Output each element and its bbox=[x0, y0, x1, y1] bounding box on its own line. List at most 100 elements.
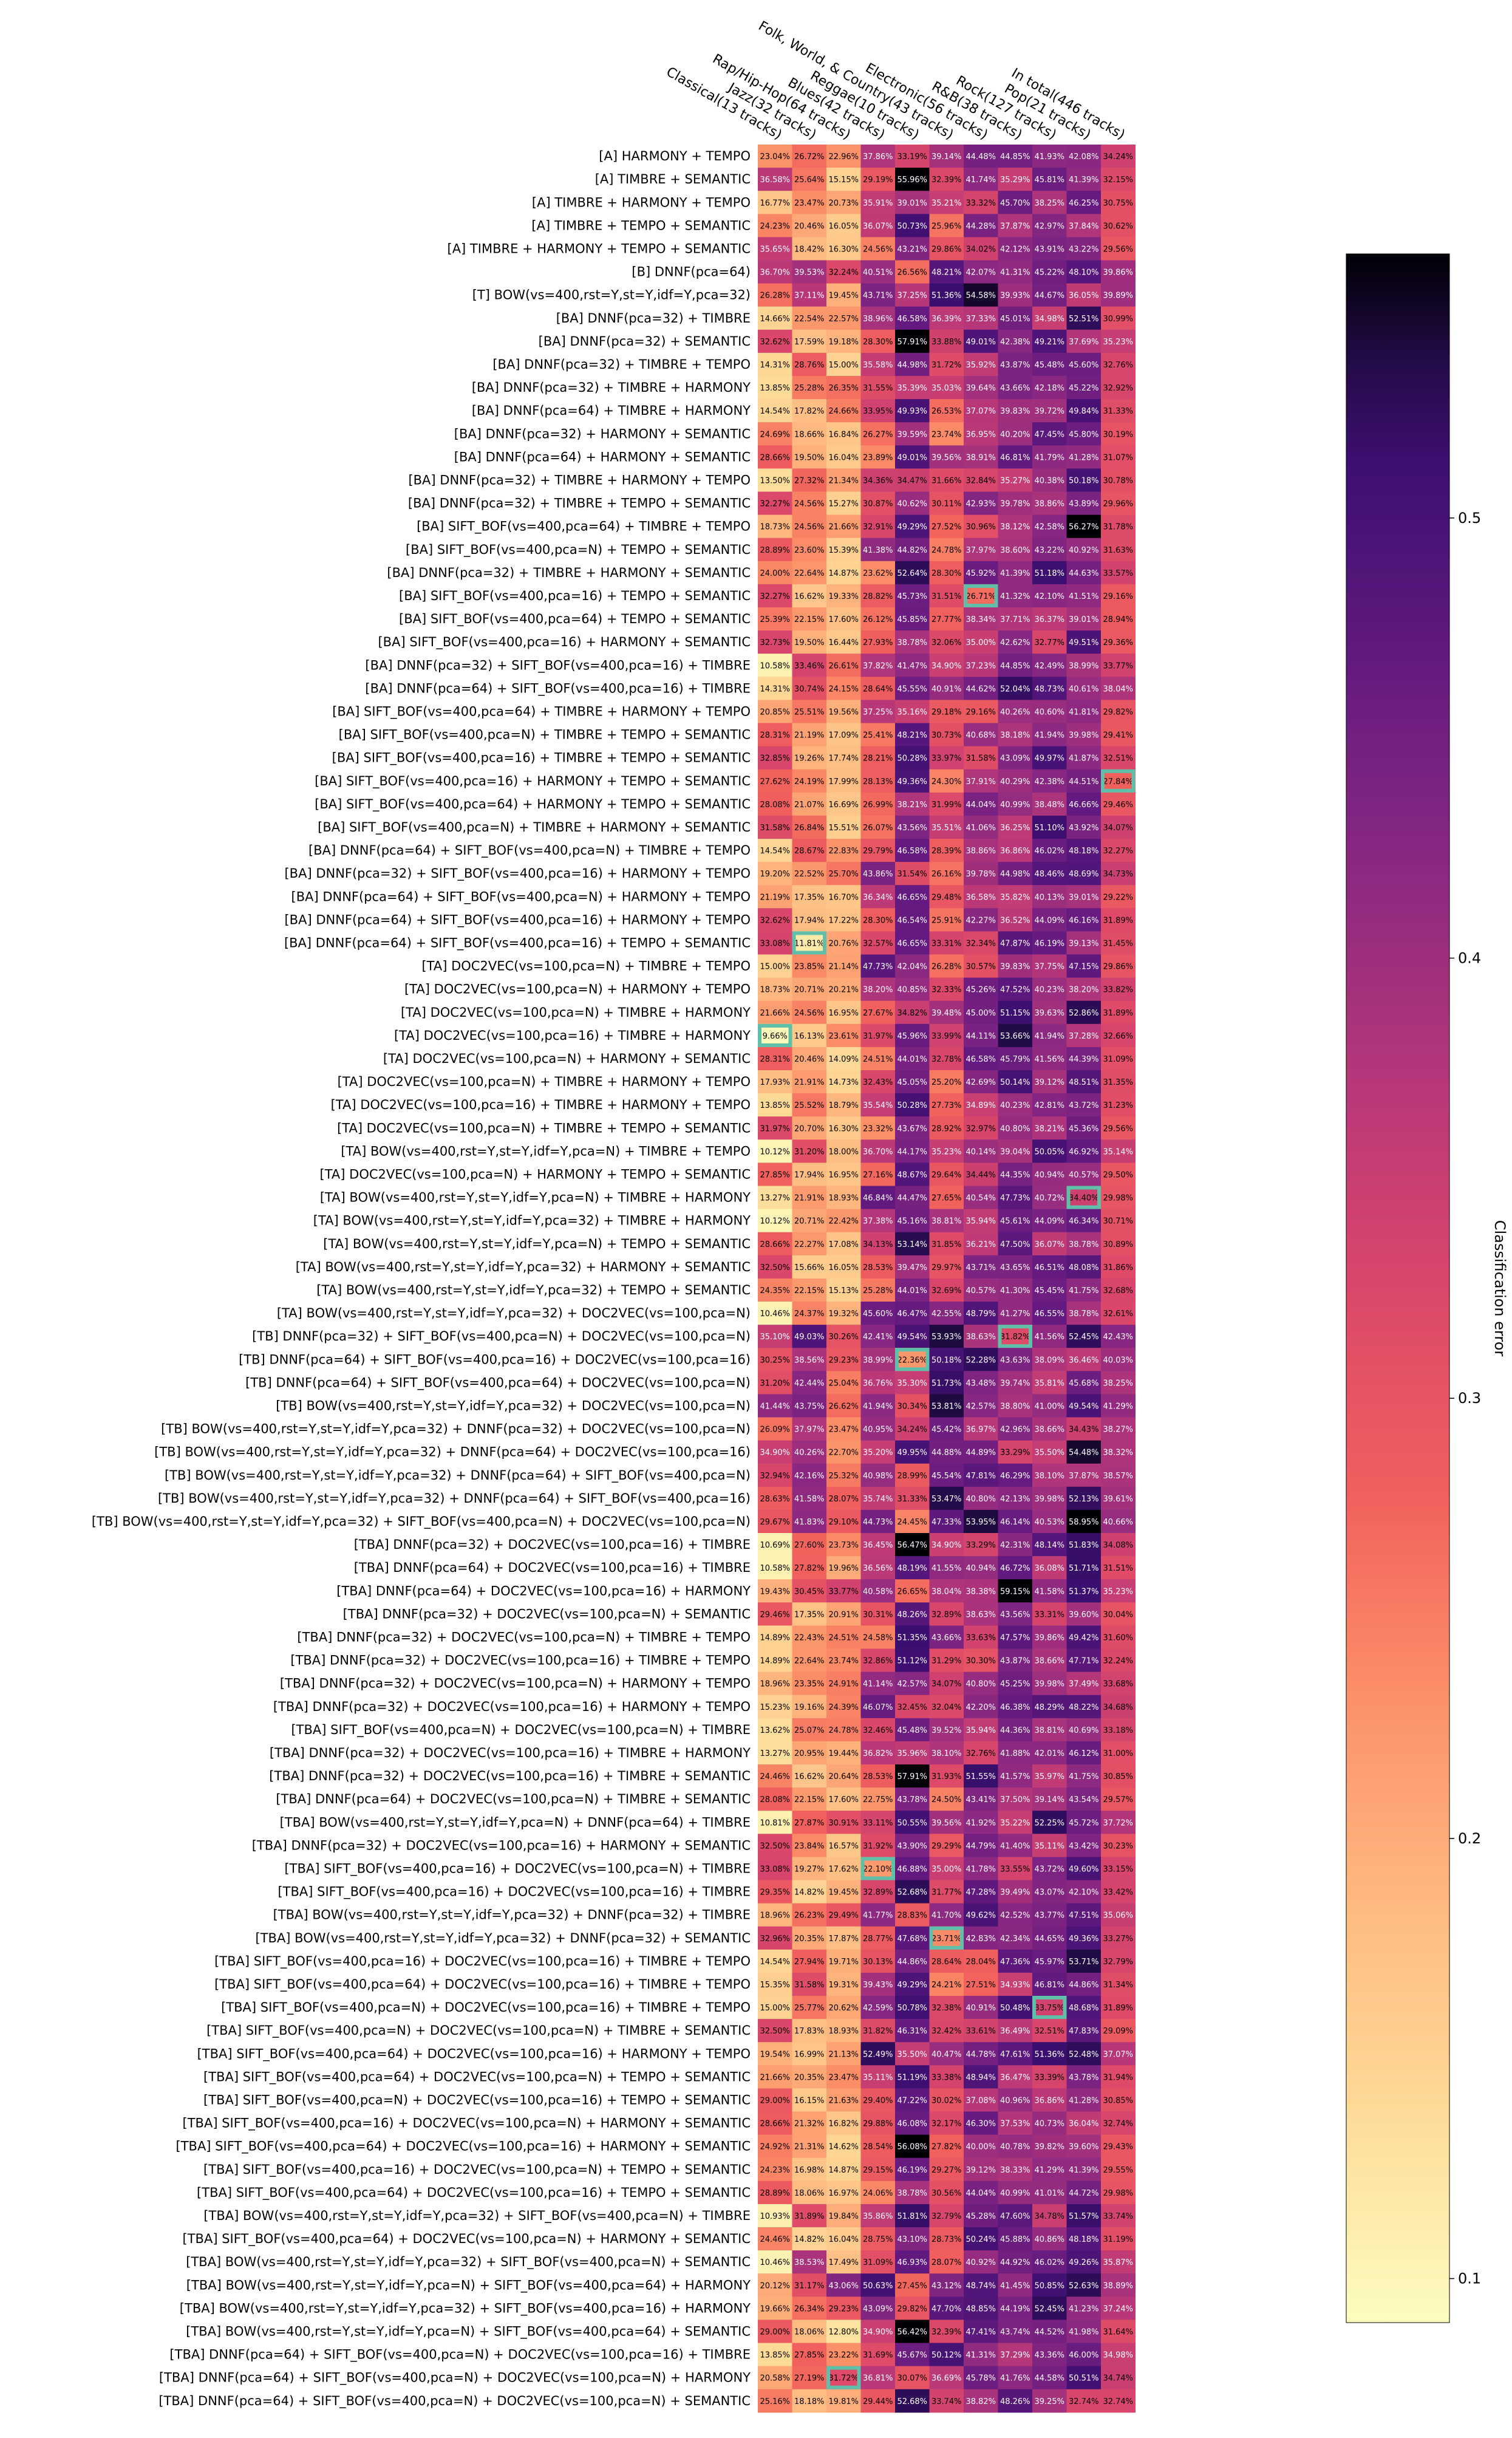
heatmap-cell bbox=[1101, 792, 1136, 816]
cell-value: 29.44% bbox=[863, 2397, 893, 2406]
cell-value: 40.99% bbox=[1000, 801, 1030, 810]
highlight-box bbox=[1066, 1186, 1101, 1209]
cell-value: 40.92% bbox=[965, 2258, 996, 2267]
heatmap-cell bbox=[929, 1880, 964, 1904]
cell-value: 23.89% bbox=[863, 453, 893, 462]
cell-value: 35.65% bbox=[760, 245, 790, 254]
cell-value: 36.56% bbox=[863, 1564, 893, 1573]
heatmap-cell bbox=[826, 1556, 861, 1580]
cell-value: 24.30% bbox=[931, 777, 962, 787]
heatmap-cell bbox=[998, 1255, 1033, 1279]
cell-value: 16.44% bbox=[828, 638, 859, 647]
heatmap-cell bbox=[1032, 769, 1067, 793]
heatmap-cell bbox=[929, 908, 964, 932]
heatmap-cell bbox=[792, 1463, 827, 1487]
row-label: [TBA] BOW(vs=400,rst=Y,st=Y,idf=Y,pca=32… bbox=[256, 1931, 751, 1945]
heatmap-cell bbox=[1032, 1788, 1067, 1811]
heatmap-cell bbox=[1101, 1302, 1136, 1325]
heatmap-cell bbox=[929, 1023, 964, 1048]
heatmap-cell bbox=[1066, 1903, 1102, 1927]
cell-value: 23.32% bbox=[863, 1124, 893, 1133]
heatmap-cell bbox=[1101, 1023, 1136, 1048]
cell-value: 40.23% bbox=[1034, 986, 1064, 995]
cell-value: 22.57% bbox=[828, 315, 859, 324]
heatmap-cell bbox=[1066, 1463, 1102, 1487]
row-label: [TA] BOW(vs=400,rst=Y,st=Y,idf=Y,pca=32)… bbox=[296, 1260, 751, 1274]
cell-value: 45.80% bbox=[1069, 430, 1099, 439]
heatmap-cell bbox=[860, 145, 896, 168]
cell-value: 51.36% bbox=[1034, 2050, 1064, 2059]
heatmap-cell bbox=[964, 1348, 998, 1371]
heatmap-cell bbox=[1101, 1093, 1136, 1117]
cell-value: 29.43% bbox=[1103, 2143, 1133, 2152]
cell-value: 32.97% bbox=[965, 1124, 996, 1133]
heatmap-cell bbox=[860, 422, 896, 446]
heatmap-cell bbox=[998, 2320, 1033, 2343]
heatmap-cell bbox=[1101, 654, 1136, 677]
cell-value: 39.83% bbox=[1000, 963, 1030, 972]
heatmap-cell bbox=[964, 1486, 998, 1511]
cell-value: 45.85% bbox=[897, 615, 927, 624]
heatmap-cell bbox=[929, 445, 964, 469]
cell-value: 52.28% bbox=[965, 1356, 996, 1365]
heatmap-cell bbox=[1032, 584, 1067, 608]
row-label: [TB] BOW(vs=400,rst=Y,st=Y,idf=Y,pca=32)… bbox=[276, 1398, 751, 1413]
cell-value: 32.50% bbox=[760, 2027, 790, 2036]
row-label: [TBA] SIFT_BOF(vs=400,pca=64) + DOC2VEC(… bbox=[197, 2046, 751, 2061]
cell-value: 23.74% bbox=[828, 1657, 859, 1666]
cell-value: 16.57% bbox=[828, 1842, 859, 1851]
row-label: [TBA] SIFT_BOF(vs=400,pca=16) + DOC2VEC(… bbox=[284, 1861, 751, 1876]
cell-value: 29.98% bbox=[1103, 2189, 1133, 2198]
heatmap-cell bbox=[1066, 422, 1102, 446]
heatmap-cell bbox=[1101, 1764, 1136, 1788]
heatmap-cell bbox=[895, 1741, 930, 1765]
cell-value: 20.71% bbox=[794, 986, 825, 995]
row-label: [TBA] DNNF(pca=64) + SIFT_BOF(vs=400,pca… bbox=[169, 2348, 751, 2363]
row-label: [BA] SIFT_BOF(vs=400,pca=16) + TIMBRE + … bbox=[332, 751, 751, 766]
cell-value: 15.00% bbox=[760, 963, 790, 972]
cell-value: 44.39% bbox=[1069, 1055, 1099, 1064]
heatmap-cell bbox=[1101, 2250, 1136, 2274]
heatmap-cell bbox=[826, 191, 861, 214]
heatmap-cell bbox=[860, 1440, 896, 1464]
cell-value: 47.83% bbox=[1069, 2027, 1099, 2036]
cell-value: 24.35% bbox=[760, 1286, 790, 1296]
heatmap-cell bbox=[1101, 1232, 1136, 1256]
cell-value: 31.72% bbox=[828, 2374, 859, 2383]
heatmap-cell bbox=[1032, 191, 1067, 214]
heatmap-cell bbox=[758, 1116, 792, 1140]
cell-value: 29.22% bbox=[1103, 893, 1133, 902]
heatmap-cell bbox=[860, 1996, 896, 2020]
heatmap-cell bbox=[1032, 607, 1067, 631]
cell-value: 23.47% bbox=[828, 2073, 859, 2082]
cell-value: 28.89% bbox=[760, 2189, 790, 2198]
cell-value: 30.11% bbox=[931, 500, 962, 509]
heatmap-cell bbox=[929, 1602, 964, 1626]
heatmap-cell bbox=[1032, 2042, 1067, 2066]
cell-value: 53.81% bbox=[931, 1402, 962, 1411]
cell-value: 44.78% bbox=[965, 2050, 996, 2059]
cell-value: 42.93% bbox=[965, 500, 996, 509]
heatmap-cell bbox=[1032, 1556, 1067, 1580]
cell-value: 34.07% bbox=[1103, 824, 1133, 833]
row-label: [TBA] SIFT_BOF(vs=400,pca=N) + DOC2VEC(v… bbox=[291, 1723, 751, 1738]
heatmap-cell bbox=[998, 1648, 1033, 1673]
cell-value: 40.99% bbox=[1000, 2189, 1030, 2198]
cell-value: 14.87% bbox=[828, 569, 859, 578]
cell-value: 31.64% bbox=[1103, 2327, 1133, 2337]
heatmap-cell bbox=[860, 445, 896, 469]
heatmap-cell bbox=[1101, 399, 1136, 423]
cell-value: 56.42% bbox=[897, 2327, 927, 2337]
cell-value: 42.57% bbox=[897, 1680, 927, 1689]
cell-value: 49.36% bbox=[897, 777, 927, 787]
heatmap-cell bbox=[929, 1648, 964, 1673]
heatmap-cell bbox=[860, 329, 896, 353]
cell-value: 52.68% bbox=[897, 1888, 927, 1897]
heatmap-cell bbox=[895, 630, 930, 654]
cell-value: 48.26% bbox=[897, 1610, 927, 1619]
heatmap-cell bbox=[792, 2180, 827, 2205]
heatmap-cell bbox=[1032, 1278, 1067, 1302]
heatmap-cell bbox=[1032, 1302, 1067, 1325]
heatmap-cell bbox=[895, 2180, 930, 2205]
cell-value: 31.69% bbox=[863, 2351, 893, 2360]
